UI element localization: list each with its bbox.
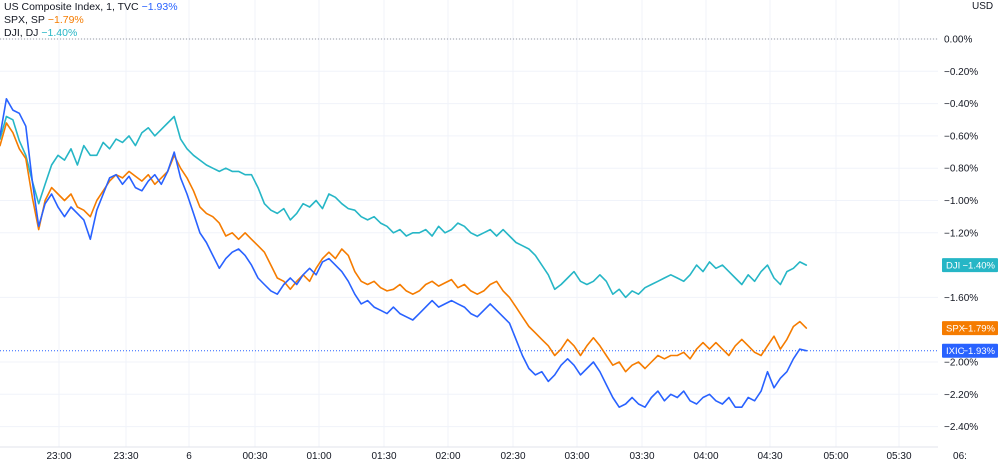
price-tag-box xyxy=(942,321,998,336)
x-tick-label: 06: xyxy=(953,451,967,461)
price-tag-ticker: IXIC xyxy=(946,346,965,357)
price-tags: DJI −1.40% SPX−1.79% IXIC−1.93% xyxy=(942,258,998,358)
series-line[interactable] xyxy=(0,115,808,299)
price-axis[interactable]: USD 0.00% −0.20% −0.40% −0.60% −0.80% −1.00% −… xyxy=(944,1,993,433)
reference-lines xyxy=(0,38,938,352)
x-tick-label: 04:00 xyxy=(693,451,718,461)
y-tick-label: −0.40% xyxy=(944,99,978,110)
legend-label: SPX, SP xyxy=(4,14,45,26)
y-tick-label: −1.20% xyxy=(944,228,978,239)
currency-label: USD xyxy=(972,1,993,12)
price-tag-value: −1.40% xyxy=(963,261,996,272)
y-tick-label: −1.60% xyxy=(944,293,978,304)
legend-item-ixic[interactable]: US Composite Index, 1, TVC −1.93% xyxy=(4,1,178,14)
y-tick-label: −0.60% xyxy=(944,131,978,142)
y-tick-label: −2.00% xyxy=(944,358,978,369)
y-tick-label: −0.20% xyxy=(944,67,978,78)
legend-label: US Composite Index, 1, TVC xyxy=(4,1,139,13)
x-tick-label: 23:00 xyxy=(46,451,71,461)
time-axis[interactable]: 23:00 23:30 6 00:30 01:00 01:30 02:00 02:30 03:0… xyxy=(0,446,967,461)
y-tick-label: −2.40% xyxy=(944,422,978,433)
x-tick-label: 03:00 xyxy=(564,451,589,461)
price-tag-ticker: SPX xyxy=(946,324,966,335)
y-tick-label: −0.80% xyxy=(944,164,978,175)
x-tick-label: 05:00 xyxy=(823,451,848,461)
legend-label: DJI, DJ xyxy=(4,27,39,39)
y-tick-label: −2.20% xyxy=(944,390,978,401)
price-tag-dji[interactable]: DJI −1.40% xyxy=(942,258,998,273)
legend-item-spx[interactable]: SPX, SP −1.79% xyxy=(4,14,178,27)
y-tick-label: −1.00% xyxy=(944,196,978,207)
x-tick-label: 03:30 xyxy=(629,451,654,461)
series-layer xyxy=(0,98,808,409)
x-tick-label: 00:30 xyxy=(242,451,267,461)
vertical-grid xyxy=(58,0,900,447)
legend-change: −1.79% xyxy=(47,14,84,26)
price-tag-spx[interactable]: SPX−1.79% xyxy=(942,321,998,336)
x-tick-label: 02:00 xyxy=(435,451,460,461)
series-line[interactable] xyxy=(0,98,808,409)
price-tag-value: −1.93% xyxy=(963,346,996,357)
price-tag-ticker: DJI xyxy=(946,261,960,272)
y-tick-label: 0.00% xyxy=(944,35,972,46)
x-tick-label: 02:30 xyxy=(500,451,525,461)
legend: US Composite Index, 1, TVC −1.93% SPX, SP… xyxy=(4,1,178,40)
legend-change: −1.93% xyxy=(141,1,178,13)
price-tag-value: −1.79% xyxy=(963,324,996,335)
x-tick-label: 04:30 xyxy=(757,451,782,461)
legend-change: −1.40% xyxy=(41,27,78,39)
price-tag-ixic[interactable]: IXIC−1.93% xyxy=(942,343,998,358)
x-tick-label: 6 xyxy=(186,451,192,461)
price-tag-box xyxy=(942,343,998,358)
x-tick-label: 05:30 xyxy=(886,451,911,461)
series-line[interactable] xyxy=(0,122,808,373)
horizontal-grid xyxy=(0,38,938,428)
legend-item-dji[interactable]: DJI, DJ −1.40% xyxy=(4,27,178,40)
price-tag-box xyxy=(942,258,998,273)
x-tick-label: 23:30 xyxy=(113,451,138,461)
x-tick-label: 01:00 xyxy=(306,451,331,461)
x-tick-label: 01:30 xyxy=(371,451,396,461)
